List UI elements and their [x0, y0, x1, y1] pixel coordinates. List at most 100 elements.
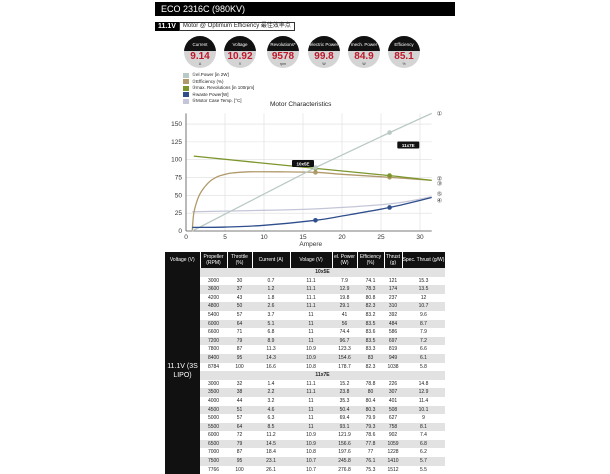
table-cell: 586	[388, 329, 398, 336]
group-row: 11.1V (3S LIPO) 10x5E	[165, 268, 445, 474]
column-header: Efficiency (%)	[357, 252, 385, 268]
gauge-label: Efficiency	[388, 36, 420, 51]
column-header: el. Power (W)	[332, 252, 358, 268]
table-cell: 8400	[200, 353, 227, 363]
table-cell: 7.2	[402, 336, 445, 346]
table-cell: 43	[236, 294, 243, 301]
table-cell: 226	[388, 380, 398, 387]
table-cell: 87	[236, 346, 243, 353]
legend-label: ④waste Power[W]	[192, 91, 229, 97]
series-marker	[387, 173, 392, 178]
y-tick-label: 125	[171, 139, 182, 146]
table-cell: 10.9	[290, 353, 332, 363]
table-cell: 1.8	[267, 294, 275, 301]
table-cell: 14.3	[252, 353, 290, 363]
table-cell: 11	[308, 397, 314, 404]
table-cell: 51	[227, 405, 252, 415]
table-row: 3500 38 2.2 11.1 23.8 80 307 12.9	[165, 388, 445, 397]
table-cell: 57	[236, 415, 243, 422]
table-cell: 508	[384, 405, 402, 415]
table-cell: 10.9	[290, 439, 332, 449]
legend-label: ①el.Power [in 2W]	[192, 72, 229, 77]
chart-title: Motor Characteristics	[270, 101, 332, 108]
table-row: 7500 95 23.1 10.7 245.8 76.1 1410 5.7	[165, 457, 445, 466]
table-cell: 8.1	[402, 422, 445, 432]
table-cell: 79.9	[365, 415, 376, 422]
table-cell: 1410	[384, 457, 402, 466]
legend-item: ②Efficiency (%)	[183, 79, 254, 86]
table-cell: 13.5	[402, 285, 445, 294]
table-cell: 41	[341, 311, 348, 318]
table-cell: 276.8	[338, 466, 351, 473]
table-cell: 7.4	[420, 432, 427, 439]
column-header: Propeller (RPM)	[200, 252, 228, 268]
table-cell: 75.3	[365, 466, 376, 473]
table-cell: 15.2	[339, 380, 350, 387]
table-row: 4500 51 4.6 11 50.4 80.3 508 10.1	[165, 405, 445, 415]
gauge-unit: A	[198, 62, 202, 66]
table-row: 6500 79 14.5 10.9 156.6 77.8 1059 6.8	[165, 439, 445, 449]
table-cell: 156.6	[332, 439, 357, 449]
table-cell: 1038	[387, 363, 399, 370]
table-cell: 3.7	[267, 311, 275, 318]
table-cell: 16.6	[266, 363, 276, 370]
table-cell: 5400	[207, 311, 220, 318]
table-cell: 11	[308, 329, 314, 336]
table-cell: 6600	[207, 329, 220, 336]
table-cell: 78.8	[365, 380, 376, 387]
table-row: 5000 57 6.3 11 69.4 79.9 627 9	[165, 414, 445, 423]
table-cell: 95	[227, 353, 252, 363]
table-row: 5500 64 8.5 11 93.1 79.3 758 8.1	[165, 422, 445, 432]
series-end-marker: ④	[437, 197, 442, 204]
table-cell: 8784	[207, 363, 220, 370]
table-cell: 15.3	[418, 277, 429, 284]
table-cell: 35.3	[339, 397, 350, 404]
y-tick-label: 150	[171, 121, 182, 128]
table-cell: 178.7	[338, 363, 351, 370]
table-cell: 4.6	[252, 405, 290, 415]
series-marker	[387, 205, 392, 210]
table-cell: 9.6	[420, 311, 427, 318]
series-line-3	[193, 155, 432, 182]
table-cell: 19.8	[339, 294, 350, 301]
table-cell: 6000	[207, 432, 220, 439]
table-cell: 10.7	[402, 302, 445, 311]
column-header: Throttle (%)	[227, 252, 253, 268]
table-cell: 310	[384, 302, 402, 311]
table-cell: 4200	[207, 294, 220, 301]
table-cell: 2.6	[252, 302, 290, 311]
table-cell: 10.1	[402, 405, 445, 415]
table-cell: 11.1	[306, 380, 316, 387]
table-cell: 71	[236, 329, 243, 336]
table-cell: 83	[357, 353, 384, 363]
table-cell: 902	[388, 432, 398, 439]
table-cell: 100	[235, 363, 244, 370]
table-cell: 3500	[200, 388, 227, 397]
table-cell: 121	[388, 277, 398, 284]
series-marker	[313, 170, 318, 175]
table-header-row: Voltage (V) Propeller (RPM) Throttle (%) Cu…	[165, 252, 446, 268]
propeller-group-label: 11x7E	[200, 371, 445, 380]
legend-item: ④waste Power[W]	[183, 92, 254, 99]
x-tick-label: 5	[223, 234, 227, 241]
gauge-value: 99.8	[314, 51, 334, 62]
x-axis-label: Ampere	[299, 241, 322, 248]
table-cell: 7200	[200, 336, 227, 346]
series-line-5	[192, 196, 432, 213]
series-end-marker: ⑤	[437, 191, 442, 198]
table-cell: 11.1	[306, 277, 316, 284]
table-cell: 82.3	[365, 363, 376, 370]
legend-swatch	[183, 85, 189, 91]
table-cell: 3600	[200, 285, 227, 294]
motor-characteristics-chart: 0 5 10 15 20 25 30 0 25 50 75 100 125 150 Ampere ⑤ ②③ ① ④ 1…	[171, 110, 442, 248]
gauge-value: 84.9	[354, 51, 374, 62]
voltage-cell: 11.1V (3S LIPO)	[165, 268, 200, 474]
table-cell: 11.1	[290, 388, 332, 397]
chart-legend: ①el.Power [in 2W] ②Efficiency (%) ③max. Re…	[183, 72, 254, 105]
table-cell: 96.7	[332, 336, 357, 346]
x-tick-label: 10	[260, 234, 268, 241]
table-cell: 23.1	[252, 457, 290, 466]
table-cell: 83.3	[365, 346, 376, 353]
table-cell: 4800	[200, 302, 227, 311]
table-cell: 72	[236, 432, 243, 439]
